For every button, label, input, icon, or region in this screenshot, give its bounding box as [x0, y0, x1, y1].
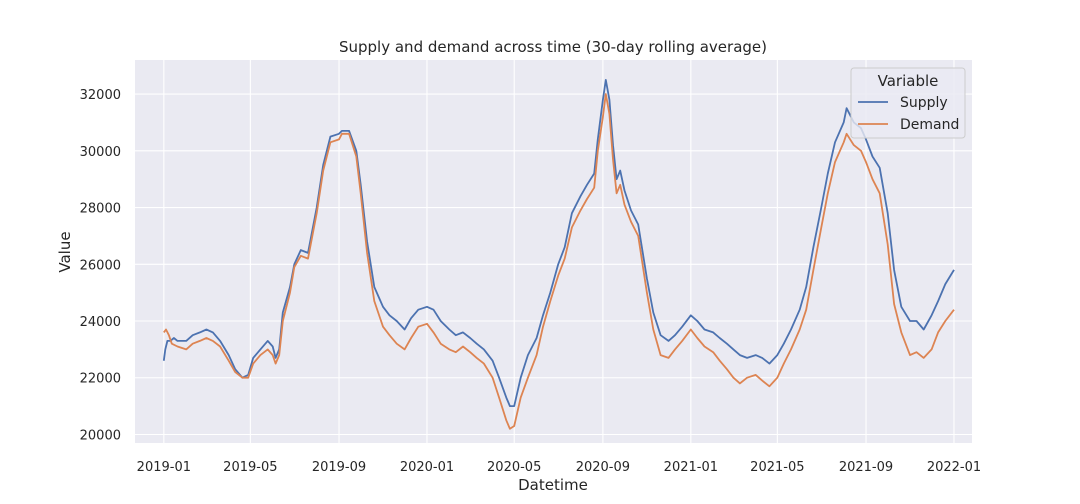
- x-tick-label: 2020-05: [487, 460, 541, 475]
- x-tick-label: 2020-01: [400, 460, 454, 475]
- x-tick-label: 2019-05: [223, 460, 277, 475]
- x-tick-labels: 2019-01 2019-05 2019-09 2020-01 2020-05 2020-…: [137, 460, 981, 475]
- y-tick-label: 28000: [80, 202, 121, 217]
- y-tick-label: 32000: [80, 88, 121, 103]
- legend-label-demand: Demand: [900, 117, 959, 133]
- y-gridlines: [135, 93, 972, 436]
- legend: Variable Supply Demand: [850, 67, 966, 139]
- y-tick-labels: 20000 22000 24000 26000 28000 30000 32000: [80, 88, 121, 443]
- x-tick-label: 2019-09: [312, 460, 366, 475]
- x-tick-label: 2021-05: [750, 460, 804, 475]
- y-tick-label: 20000: [80, 428, 121, 443]
- x-tick-label: 2021-09: [839, 460, 893, 475]
- x-tick-label: 2022-01: [927, 460, 981, 475]
- x-axis-label: Datetime: [518, 476, 588, 494]
- series-line-supply: [162, 79, 955, 407]
- y-tick-label: 24000: [80, 315, 121, 330]
- y-tick-label: 22000: [80, 372, 121, 387]
- x-tick-label: 2020-09: [576, 460, 630, 475]
- series-layer: [162, 79, 955, 430]
- x-tick-label: 2021-01: [664, 460, 718, 475]
- legend-label-supply: Supply: [900, 95, 948, 111]
- legend-box: [850, 67, 966, 139]
- y-tick-label: 30000: [80, 145, 121, 160]
- chart-title: Supply and demand across time (30-day ro…: [339, 38, 767, 56]
- series-line-demand: [163, 93, 955, 430]
- legend-title: Variable: [878, 72, 939, 90]
- y-tick-label: 26000: [80, 258, 121, 273]
- plot-area: [135, 60, 972, 443]
- x-tick-label: 2019-01: [137, 460, 191, 475]
- y-axis-label: Value: [56, 231, 74, 272]
